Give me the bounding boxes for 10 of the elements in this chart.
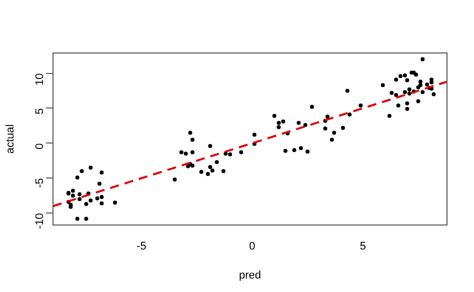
x-tick-label: 0 bbox=[249, 240, 256, 253]
y-tick-label: 10 bbox=[34, 73, 46, 86]
y-tick-label: 5 bbox=[34, 108, 46, 114]
x-axis-title: pred bbox=[238, 269, 262, 282]
y-tick-label: -10 bbox=[34, 213, 46, 230]
x-tick-label: -5 bbox=[136, 240, 146, 253]
y-axis-title: actual bbox=[4, 124, 17, 154]
y-tick-label: -5 bbox=[34, 178, 46, 188]
x-tick-label: 5 bbox=[360, 240, 366, 253]
y-tick-label: 0 bbox=[34, 143, 46, 150]
